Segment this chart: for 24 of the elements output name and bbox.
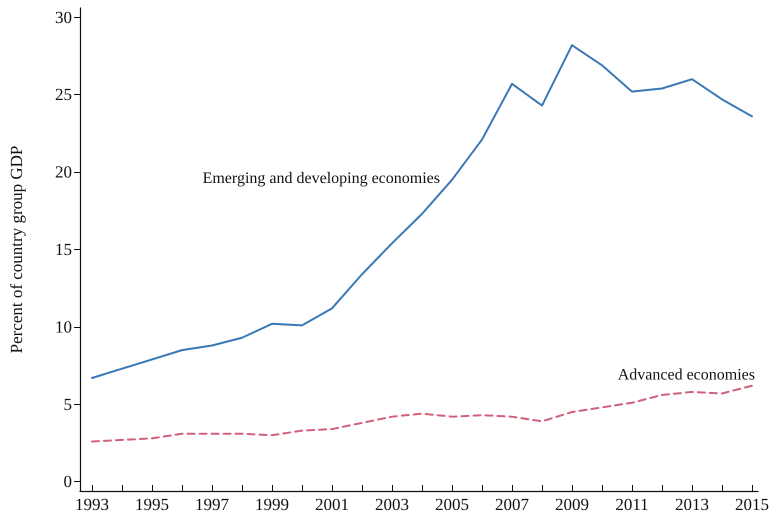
series-label: Emerging and developing economies xyxy=(202,170,440,187)
line-series xyxy=(91,384,753,442)
y-tick-label: 5 xyxy=(64,394,72,414)
x-tick-label: 2015 xyxy=(735,495,769,514)
x-tick-label: 2011 xyxy=(615,495,649,514)
x-tick-label: 2003 xyxy=(375,495,409,514)
x-tick-label: 2007 xyxy=(495,495,530,514)
x-tick-label: 1995 xyxy=(135,495,169,514)
x-tick-label: 1993 xyxy=(75,495,109,514)
y-tick-label: 20 xyxy=(55,162,72,182)
y-tick-label: 30 xyxy=(55,8,72,27)
x-tick-label: 2001 xyxy=(315,495,349,514)
y-tick-label: 0 xyxy=(64,472,72,492)
x-tick-label: 2013 xyxy=(675,495,709,514)
series-label: Advanced economies xyxy=(618,366,755,384)
y-tick-label: 25 xyxy=(55,85,72,104)
y-tick-label: 15 xyxy=(55,240,72,259)
y-axis-title: Percent of country group GDP xyxy=(7,146,26,354)
x-tick-label: 1999 xyxy=(255,495,289,514)
y-tick-label: 10 xyxy=(55,317,72,336)
x-tick-label: 2009 xyxy=(555,495,589,514)
x-tick-label: 1997 xyxy=(195,495,230,514)
line-series xyxy=(91,44,753,379)
x-tick-label: 2005 xyxy=(435,495,469,514)
